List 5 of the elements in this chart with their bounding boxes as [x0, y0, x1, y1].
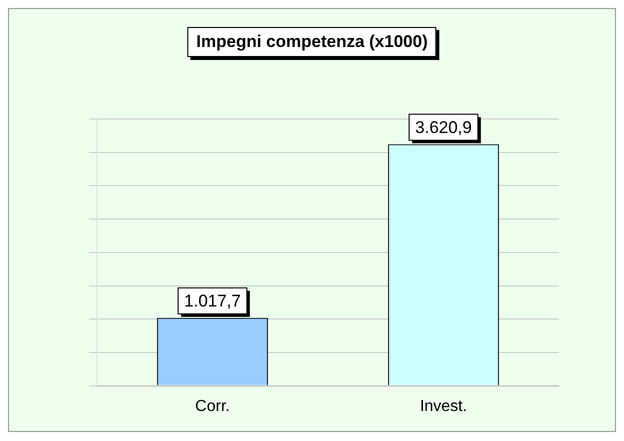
data-label: 1.017,7 [184, 292, 241, 311]
x-tick-label: Invest. [420, 398, 468, 415]
chart-title: Impegni competenza (x1000) [187, 27, 437, 57]
data-label: 3.620,9 [415, 118, 472, 137]
x-tick-label: Corr. [195, 398, 230, 415]
